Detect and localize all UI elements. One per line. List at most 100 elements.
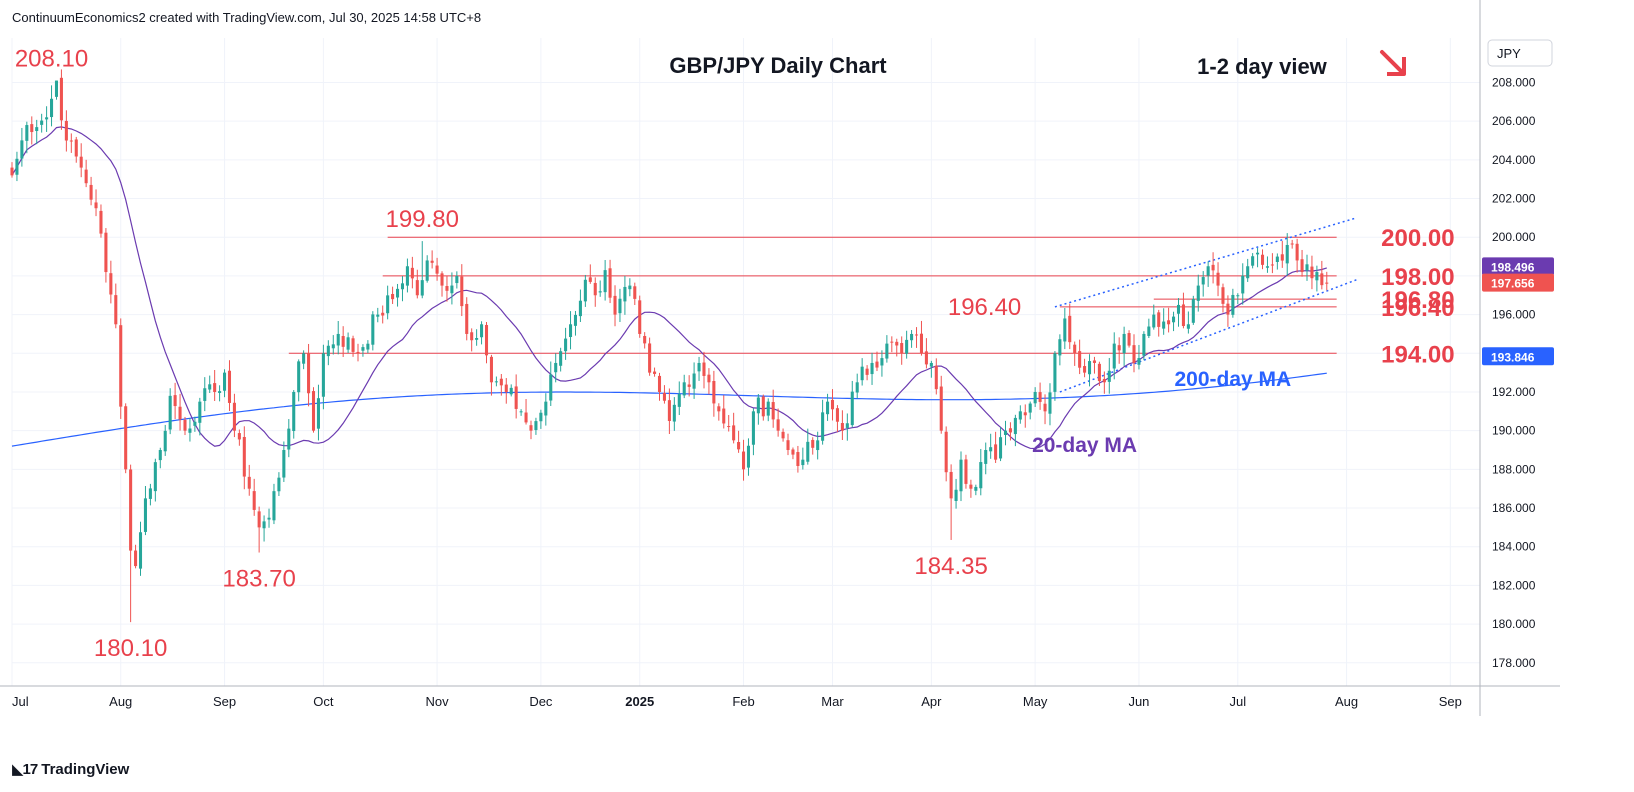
candle-body xyxy=(806,441,810,462)
candle xyxy=(707,368,711,395)
candle xyxy=(1112,332,1116,380)
candle-body xyxy=(232,402,236,431)
candle-body xyxy=(514,386,518,409)
candle xyxy=(682,374,686,399)
candle-body xyxy=(1132,345,1136,363)
candle-body xyxy=(282,450,286,478)
candle xyxy=(939,375,943,434)
candle xyxy=(163,424,167,456)
candle-body xyxy=(1196,285,1200,301)
candle xyxy=(1033,387,1037,407)
candle-body xyxy=(623,286,627,302)
candle-body xyxy=(643,335,647,344)
candle-body xyxy=(366,343,370,350)
candle-body xyxy=(173,395,177,407)
candle xyxy=(1058,334,1062,366)
candle xyxy=(74,136,78,163)
tradingview-logo[interactable]: ◣17 TradingView xyxy=(12,760,130,779)
candle xyxy=(198,397,202,436)
tradingview-brand: TradingView xyxy=(41,760,130,778)
candle xyxy=(183,416,187,436)
price-annotation: 196.40 xyxy=(948,294,1021,321)
candle-body xyxy=(1241,275,1245,294)
candle-body xyxy=(949,471,953,499)
candle xyxy=(267,508,271,528)
candle xyxy=(316,384,320,441)
candle xyxy=(494,376,498,387)
candle xyxy=(1246,258,1250,282)
candle xyxy=(1038,382,1042,410)
candle-body xyxy=(292,391,296,432)
candle-body xyxy=(1216,272,1220,286)
candle xyxy=(489,354,493,396)
candle xyxy=(129,464,133,623)
candle-body xyxy=(1068,315,1072,343)
candle-body xyxy=(1127,333,1131,346)
candle xyxy=(539,409,543,429)
arrow-head xyxy=(1387,57,1406,76)
candle xyxy=(692,362,696,399)
candle xyxy=(890,336,894,353)
candle xyxy=(405,258,409,293)
candle xyxy=(440,271,444,297)
candle-body xyxy=(613,295,617,315)
candle-body xyxy=(297,361,301,393)
candle-body xyxy=(223,372,227,391)
candle xyxy=(919,320,924,356)
candle xyxy=(1300,249,1304,277)
candle-body xyxy=(559,351,563,366)
candle-body xyxy=(302,353,306,364)
candle-body xyxy=(40,120,44,125)
candle xyxy=(1122,326,1126,366)
candle-body xyxy=(549,374,553,401)
price-tick-label: 200.000 xyxy=(1492,230,1536,244)
candle xyxy=(732,412,736,444)
candle-body xyxy=(148,488,152,499)
candle xyxy=(499,374,503,396)
candle-body xyxy=(489,356,493,383)
candle xyxy=(277,472,281,497)
candle-body xyxy=(45,117,49,120)
candle xyxy=(544,393,548,426)
candle-body xyxy=(410,267,414,279)
candle-body xyxy=(653,371,657,374)
candle xyxy=(959,451,963,502)
candle xyxy=(1117,337,1121,364)
candle-body xyxy=(114,295,118,325)
time-tick-label: Nov xyxy=(426,694,450,709)
candle-body xyxy=(445,286,449,291)
candle-body xyxy=(667,400,671,421)
candle xyxy=(1236,293,1240,305)
candle xyxy=(1211,252,1215,284)
candle-body xyxy=(104,232,108,273)
candle xyxy=(1320,260,1324,290)
candle xyxy=(435,257,439,281)
candle xyxy=(529,420,533,440)
candle-body xyxy=(939,386,943,431)
candle xyxy=(148,483,152,506)
candle-body xyxy=(218,391,222,393)
candle-body xyxy=(964,459,968,484)
candle-body xyxy=(662,392,666,401)
candle-body xyxy=(1270,264,1274,266)
candle-body xyxy=(657,375,662,392)
candle-body xyxy=(603,270,607,293)
ma20-line xyxy=(11,126,1327,450)
chart-attribution: ContinuumEconomics2 created with Trading… xyxy=(12,10,482,25)
candle-body xyxy=(1102,378,1106,383)
candle-body xyxy=(351,338,355,352)
candle xyxy=(297,359,301,402)
candle xyxy=(257,506,261,553)
candle xyxy=(865,365,869,381)
candle xyxy=(64,110,68,152)
candle xyxy=(30,116,34,145)
candle-body xyxy=(850,391,854,426)
ma20-path xyxy=(11,126,1327,450)
candle-body xyxy=(391,293,395,300)
candle xyxy=(292,390,296,439)
candle-body xyxy=(830,399,835,410)
price-tag-bg xyxy=(1482,347,1554,366)
candle xyxy=(158,447,162,469)
candle xyxy=(484,321,489,364)
